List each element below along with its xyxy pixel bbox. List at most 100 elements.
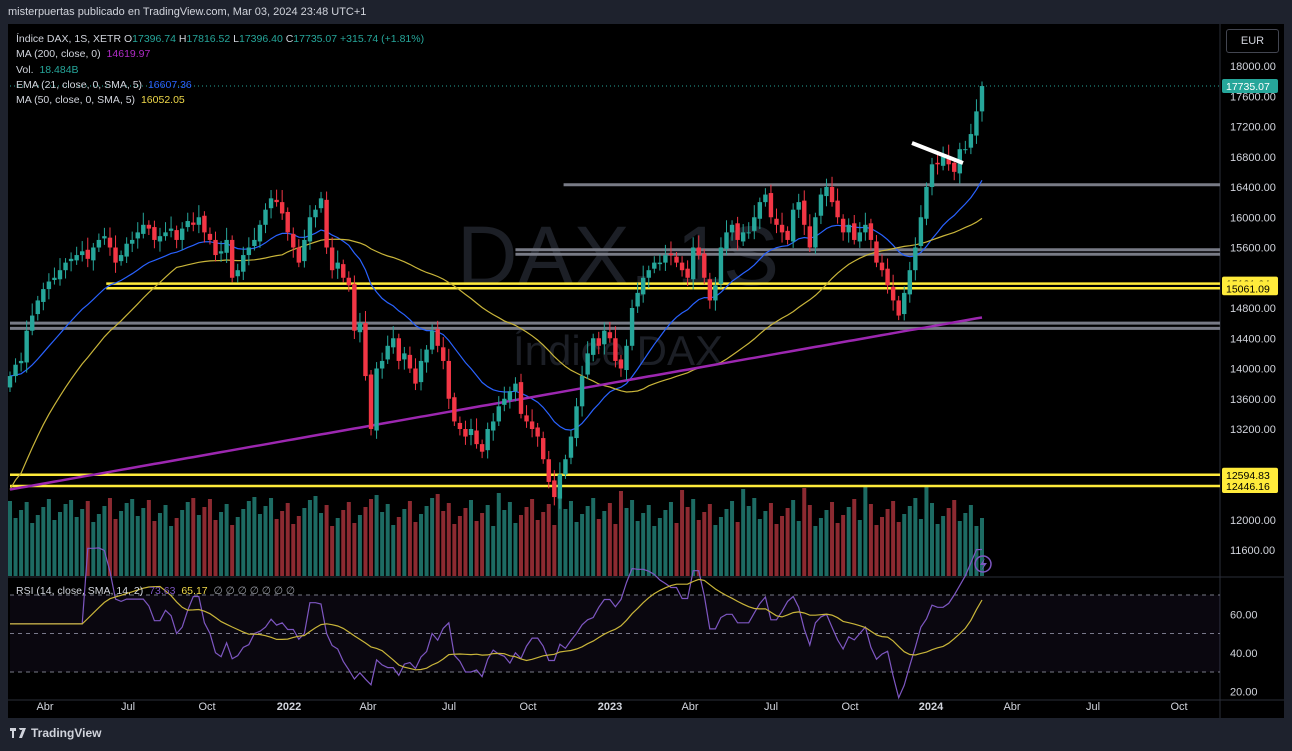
chart-frame[interactable] [8,24,1284,718]
candle-body [396,338,401,361]
tradingview-logo[interactable]: TradingView [10,726,101,740]
ma50-value: 16052.05 [140,94,185,107]
volume-bar [107,498,112,576]
candle-body [940,156,946,166]
volume-bar [668,502,673,576]
candle-body [746,232,751,234]
candle-body [118,255,124,262]
price-tick: 16000.00 [1230,212,1276,224]
volume-bar [219,512,224,576]
volume-bar [624,508,629,576]
candle-body [729,224,735,233]
currency-button[interactable]: EUR [1226,29,1279,53]
candle-body [929,164,935,187]
ohlc-value-h: 17816.52 [186,33,231,45]
volume-bar [896,522,901,576]
volume-bar [724,509,729,576]
rsi-background [10,595,1220,672]
candle-body [752,217,757,231]
candle-body [702,253,707,278]
candle-body [413,368,418,384]
volume-bar [680,490,685,576]
legend-ma200-row[interactable]: MA (200, close, 0) 14619.97 [16,47,424,62]
volume-bar [41,507,46,576]
candle-body [846,224,851,233]
volume-bar [369,499,374,576]
candle-body [629,308,635,346]
volume-bar [607,503,612,576]
volume-bar [402,509,407,576]
alert-lightning-icon [974,555,992,573]
candle-body [52,277,57,281]
time-tick: Jul [121,701,135,713]
price-tick: 16400.00 [1230,182,1276,194]
volume-bar [352,523,357,576]
candle-body [252,239,257,246]
volume-bar [524,507,529,576]
rsi-tick: 20.00 [1230,686,1258,698]
volume-bar [124,503,129,576]
candle-body [418,360,424,383]
ohlc-value-c: 17735.07 [293,33,338,45]
volume-bar [824,510,829,576]
candle-body [263,209,268,225]
legend-ma50-row[interactable]: MA (50, close, 0, SMA, 5) 16052.05 [16,93,424,108]
volume-bar [313,496,318,576]
candle-body [246,247,252,256]
candle-body [541,438,546,460]
legend-symbol-row[interactable]: Índice DAX, 1S, XETR O17396.74 H17816.52… [16,32,424,47]
volume-bar [8,501,12,576]
volume-bar [13,518,18,576]
price-tick: 14400.00 [1230,333,1276,345]
candle-body [840,218,846,233]
volume-bar [857,520,862,576]
volume-bar [30,523,35,576]
volume-bar [74,517,79,576]
candle-body [474,430,479,445]
volume-bar [296,516,301,576]
volume-bar [424,506,429,576]
ema21-value: 16607.36 [147,78,192,91]
legend-ema21-row[interactable]: EMA (21, close, 0, SMA, 5) 16607.36 [16,78,424,93]
volume-bar [341,510,346,576]
volume-bar [835,523,840,576]
volume-bar [335,518,340,576]
rsi-tick: 40.00 [1230,648,1258,660]
price-label: 15061.09 [1226,283,1270,295]
volume-bar [713,525,718,576]
candle-body [502,398,507,405]
candle-body [585,353,590,375]
volume-bar [452,524,457,576]
legend-vol-row[interactable]: Vol. 18.484B [16,63,424,78]
candle-body [863,224,868,233]
candle-body [7,376,13,388]
rsi-legend[interactable]: RSI (14, close, SMA, 14, 2) 73.63 65.17 … [16,585,295,597]
volume-bar [518,515,523,576]
candle-body [668,253,674,256]
time-tick: Oct [1170,701,1187,713]
volume-bar [146,500,151,576]
time-tick: Oct [841,701,858,713]
volume-bar [357,515,362,576]
volume-bar [957,521,962,576]
volume-bar [568,501,573,576]
volume-bar [102,506,107,576]
candle-body [18,360,24,364]
volume-bar [252,497,257,576]
ma200-value: 14619.97 [106,48,151,61]
volume-bar [324,505,329,576]
rsi-label: RSI (14, close, SMA, 14, 2) [16,585,144,597]
volume-bar [757,519,762,576]
volume-bar [230,525,235,576]
volume-bar [485,505,490,576]
volume-bar [257,514,262,576]
volume-bar [930,503,935,576]
candle-body [85,249,90,259]
volume-bar [57,512,62,576]
volume-bar [791,500,796,576]
price-tick: 15600.00 [1230,243,1276,255]
candle-body [935,162,940,165]
volume-bar [419,514,424,576]
candle-body [274,199,279,203]
